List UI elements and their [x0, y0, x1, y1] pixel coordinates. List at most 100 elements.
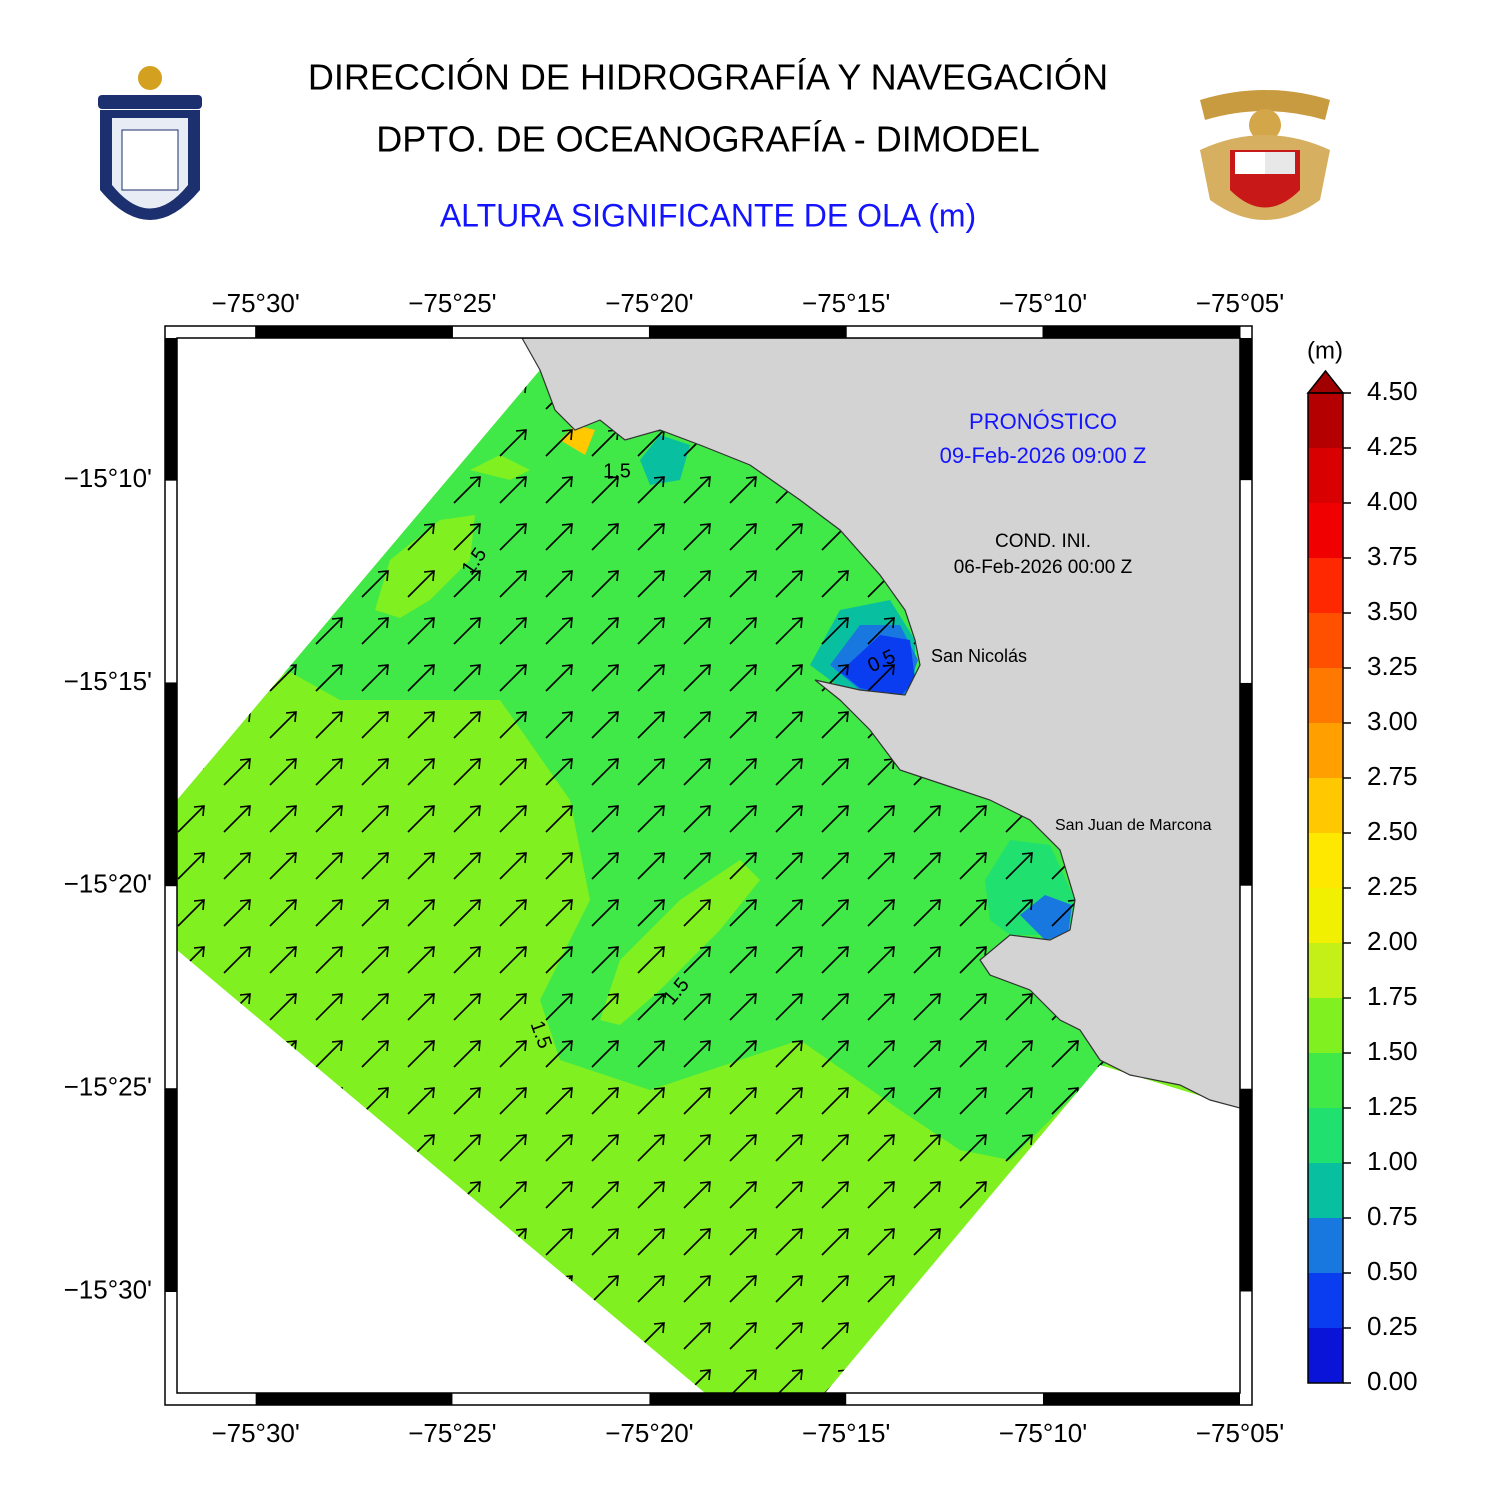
map-frame: −75°30' −75°30' −75°25' −75°25' −75°20' −75°2… — [64, 288, 1285, 1448]
arrow — [361, 993, 389, 1021]
arrow — [683, 1087, 711, 1115]
arrow — [223, 946, 251, 974]
arrow — [821, 1322, 849, 1350]
colorbar-tick-label: 0.75 — [1367, 1201, 1418, 1231]
colorbar-tick-label: 0.50 — [1367, 1256, 1418, 1286]
arrow — [683, 523, 711, 551]
x-tick-label: −75°10' — [999, 1418, 1087, 1448]
arrow — [683, 1275, 711, 1303]
arrow — [453, 805, 481, 833]
arrow — [591, 1228, 619, 1256]
arrow — [637, 1228, 665, 1256]
arrow — [591, 1087, 619, 1115]
arrow — [1005, 1134, 1033, 1162]
arrow — [591, 946, 619, 974]
arrow — [1005, 993, 1033, 1021]
arrow — [269, 711, 297, 739]
frame-segment — [165, 338, 177, 481]
arrow — [775, 664, 803, 692]
arrow — [913, 946, 941, 974]
arrow — [775, 1181, 803, 1209]
arrow — [315, 617, 343, 645]
map-area — [177, 338, 1240, 1393]
arrow — [499, 805, 527, 833]
arrow — [499, 617, 527, 645]
arrow — [453, 570, 481, 598]
arrow — [453, 1087, 481, 1115]
x-tick-label: −75°20' — [605, 288, 693, 318]
arrow — [453, 711, 481, 739]
colorbar-bin — [1308, 1053, 1343, 1108]
arrow — [775, 805, 803, 833]
arrow — [729, 852, 757, 880]
arrow — [637, 1087, 665, 1115]
arrow — [269, 946, 297, 974]
colorbar-bin — [1308, 943, 1343, 998]
arrow — [1051, 1040, 1079, 1068]
arrow — [407, 1087, 435, 1115]
arrow — [545, 993, 573, 1021]
arrow — [683, 946, 711, 974]
arrow — [821, 617, 849, 645]
init-label: COND. INI. — [995, 531, 1091, 552]
frame-segment — [1240, 682, 1252, 886]
x-tick-label: −75°10' — [999, 288, 1087, 318]
colorbar-bin — [1308, 448, 1343, 503]
arrow — [959, 805, 987, 833]
arrow — [591, 523, 619, 551]
x-tick-label: −75°25' — [408, 1418, 496, 1448]
arrow — [959, 1087, 987, 1115]
arrow — [775, 1087, 803, 1115]
arrow — [821, 852, 849, 880]
subtitle: DPTO. DE OCEANOGRAFÍA - DIMODEL — [376, 119, 1039, 160]
arrow — [591, 993, 619, 1021]
arrow — [361, 899, 389, 927]
arrow — [683, 805, 711, 833]
arrow — [775, 993, 803, 1021]
arrow — [545, 476, 573, 504]
arrow — [867, 946, 895, 974]
arrow — [637, 711, 665, 739]
arrow — [637, 523, 665, 551]
arrow — [775, 1134, 803, 1162]
arrow — [729, 1322, 757, 1350]
arrow — [683, 852, 711, 880]
arrow — [637, 664, 665, 692]
arrow — [499, 1181, 527, 1209]
arrow — [867, 664, 895, 692]
arrow — [683, 570, 711, 598]
arrow — [729, 523, 757, 551]
y-tick-label: −15°25' — [64, 1072, 152, 1102]
colorbar-tick-label: 2.75 — [1367, 761, 1418, 791]
arrow — [637, 899, 665, 927]
arrow — [637, 993, 665, 1021]
colorbar-bin — [1308, 1163, 1343, 1218]
arrow — [545, 523, 573, 551]
arrow — [637, 1040, 665, 1068]
arrow — [545, 946, 573, 974]
arrow — [453, 476, 481, 504]
frame-segment — [1240, 1088, 1252, 1292]
arrow — [959, 1040, 987, 1068]
arrow — [683, 993, 711, 1021]
x-tick-label: −75°30' — [211, 1418, 299, 1448]
arrow — [821, 805, 849, 833]
arrow — [867, 852, 895, 880]
arrow — [407, 993, 435, 1021]
arrow — [545, 711, 573, 739]
arrow — [591, 711, 619, 739]
arrow — [1005, 899, 1033, 927]
arrow — [821, 1087, 849, 1115]
arrow — [683, 1228, 711, 1256]
colorbar-tick-label: 3.50 — [1367, 596, 1418, 626]
arrow — [361, 570, 389, 598]
arrow — [867, 899, 895, 927]
arrow — [775, 1040, 803, 1068]
arrow — [269, 805, 297, 833]
arrow — [1005, 852, 1033, 880]
arrow — [821, 570, 849, 598]
arrow — [315, 852, 343, 880]
colorbar-tick-label: 3.25 — [1367, 651, 1418, 681]
wave-field-blob — [470, 455, 530, 480]
arrow — [959, 852, 987, 880]
